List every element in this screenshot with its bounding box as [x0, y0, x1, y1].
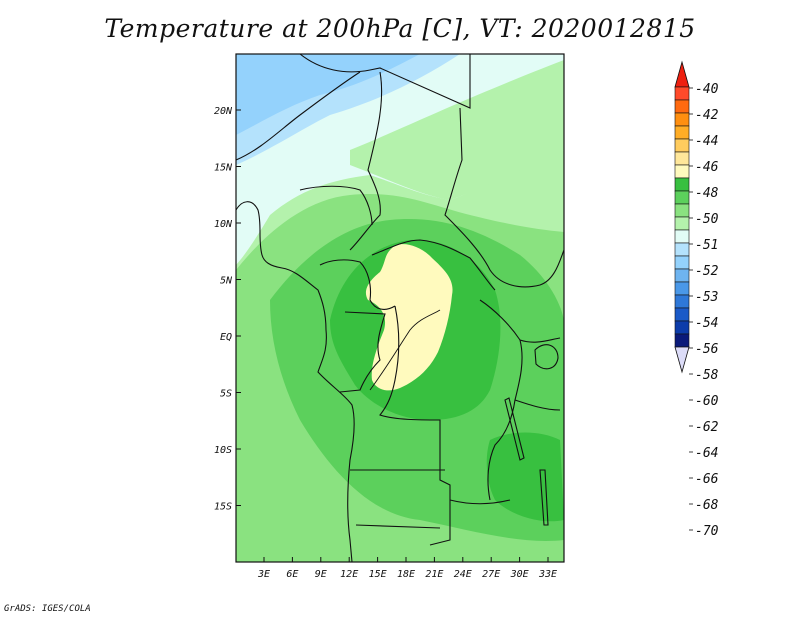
lon-label: 18E	[397, 569, 415, 580]
colorbar-cell	[674, 86, 690, 101]
colorbar-cell	[674, 164, 690, 179]
lat-label: 15N	[214, 163, 233, 174]
map-title: Temperature at 200hPa [C], VT: 202001281…	[104, 14, 696, 43]
colorbar-label: -64	[695, 446, 718, 461]
country-border-l	[350, 469, 511, 529]
lat-label: 20N	[214, 106, 233, 117]
latitude-axis: 20N 15N 10N 5N EQ 5S 10S 15S	[214, 106, 241, 513]
lon-label: 12E	[340, 569, 358, 580]
field-yellow-core	[365, 244, 453, 391]
lon-label: 27E	[482, 569, 500, 580]
colorbar-cell	[674, 333, 690, 348]
lat-label: 5S	[220, 389, 232, 400]
country-border-e	[299, 185, 373, 226]
colorbar-cell	[674, 151, 690, 166]
colorbar-cell	[674, 216, 690, 231]
country-border-d	[444, 107, 564, 288]
coastline	[236, 201, 355, 562]
colorbar-cell	[674, 203, 690, 218]
footer-credit: GrADS: IGES/COLA	[4, 604, 91, 614]
country-border-c	[349, 71, 383, 251]
lon-label: 33E	[538, 569, 557, 580]
colorbar-label: -58	[695, 368, 719, 383]
colorbar-cell	[674, 99, 690, 114]
field-blue-nw-dark	[236, 54, 420, 135]
colorbar-label: -62	[695, 420, 719, 435]
colorbar-label: -40	[695, 82, 719, 97]
colorbar-label: -53	[695, 290, 718, 305]
colorbar-label: -46	[695, 160, 719, 175]
lon-label: 30E	[510, 569, 529, 580]
temperature-field	[236, 54, 564, 562]
country-border-b	[236, 71, 361, 161]
lon-label: 21E	[425, 569, 443, 580]
country-border-k	[514, 337, 561, 411]
colorbar-cell	[674, 190, 690, 205]
colorbar-label: -54	[695, 316, 718, 331]
colorbar-label: -48	[695, 186, 719, 201]
longitude-axis: 3E 6E 9E 12E 15E 18E 21E 24E 27E 30E 33E	[257, 557, 557, 580]
lake-victoria	[534, 344, 559, 370]
colorbar-cell	[674, 307, 690, 322]
colorbar: -40 -42 -44 -46 -48 -50 -51 -52 -53 -54 -56 -58 -60 -…	[674, 60, 719, 539]
colorbar-label: -44	[695, 134, 718, 149]
lat-label: 10S	[214, 445, 232, 456]
colorbar-cell	[674, 229, 690, 244]
lat-label: 15S	[214, 502, 232, 513]
colorbar-label: -68	[695, 498, 719, 513]
country-border-i	[379, 305, 451, 546]
lon-label: 15E	[369, 569, 387, 580]
colorbar-cell	[674, 294, 690, 309]
colorbar-cell	[674, 242, 690, 257]
colorbar-label: -42	[695, 108, 719, 123]
boundaries	[236, 54, 564, 562]
colorbar-cell	[674, 281, 690, 296]
colorbar-cell	[674, 320, 690, 335]
country-border-h	[339, 311, 386, 393]
lake-malawi	[539, 469, 549, 526]
lat-label: 10N	[214, 219, 233, 230]
country-border-a	[299, 54, 471, 109]
colorbar-cell	[674, 125, 690, 140]
lon-label: 24E	[454, 569, 472, 580]
colorbar-cell	[674, 268, 690, 283]
lon-label: 6E	[286, 569, 298, 580]
lat-label: EQ	[220, 332, 232, 343]
colorbar-label: -51	[695, 238, 718, 253]
colorbar-cell	[674, 112, 690, 127]
field-lightgreen-band	[350, 60, 564, 200]
colorbar-label: -66	[695, 472, 719, 487]
lon-label: 9E	[315, 569, 327, 580]
lake-tanganyika	[504, 397, 525, 461]
colorbar-cell	[674, 255, 690, 270]
country-border-g	[319, 259, 396, 310]
colorbar-cell	[674, 138, 690, 153]
river-congo	[369, 309, 441, 391]
lon-label: 3E	[257, 569, 270, 580]
colorbar-label: -60	[695, 394, 719, 409]
map-frame	[235, 53, 565, 563]
colorbar-label: -56	[695, 342, 719, 357]
country-border-f	[371, 239, 496, 291]
colorbar-bottom-cap	[674, 346, 690, 374]
colorbar-label: -50	[695, 212, 719, 227]
colorbar-cell	[674, 177, 690, 192]
field-green-dark-east	[486, 432, 564, 522]
lat-label: 5N	[220, 276, 233, 287]
colorbar-label: -52	[695, 264, 719, 279]
colorbar-top-cap	[674, 60, 690, 88]
colorbar-label: -70	[695, 524, 719, 539]
